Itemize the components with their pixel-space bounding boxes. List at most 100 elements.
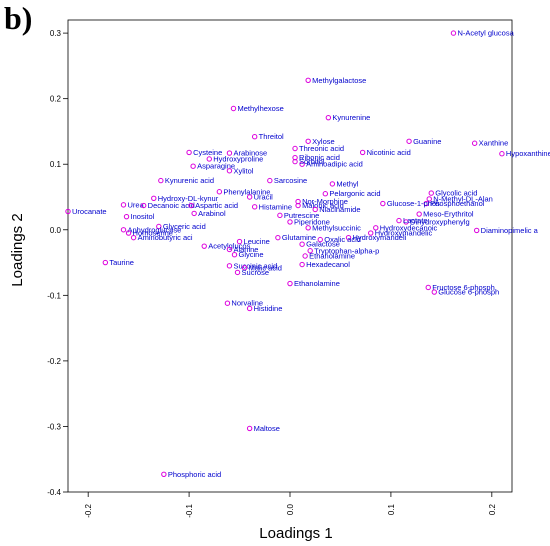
data-point	[246, 425, 253, 432]
data-point	[329, 181, 336, 187]
data-point	[151, 195, 157, 202]
data-point	[277, 212, 283, 219]
data-point	[325, 114, 332, 121]
data-point	[226, 150, 233, 156]
data-point	[305, 77, 311, 84]
point-label: Histidine	[254, 304, 283, 313]
data-point	[359, 149, 366, 156]
point-label: Diaminopimelic a	[481, 226, 539, 235]
data-point	[380, 200, 386, 207]
data-point	[156, 223, 162, 230]
point-label: Threitol	[259, 132, 284, 141]
point-label: Galactose	[306, 240, 340, 249]
point-label: Sarcosine	[274, 176, 307, 185]
point-label: Xylose	[312, 137, 335, 146]
data-point	[188, 202, 194, 209]
point-label: Histamine	[259, 202, 292, 211]
plot-frame	[67, 19, 513, 493]
point-label: Hydroxy-DL-kynur	[158, 194, 219, 203]
data-point	[312, 206, 318, 213]
point-label: Asparagine	[197, 162, 235, 171]
data-point	[368, 230, 374, 236]
data-point	[230, 105, 237, 112]
y-tick-label: 0.0	[50, 226, 62, 235]
data-point	[373, 225, 379, 231]
point-label: Oxalic acid	[324, 235, 361, 244]
data-point	[201, 243, 207, 249]
point-label: Aspartic acid	[195, 201, 238, 210]
x-tick-label: -0.2	[84, 503, 93, 517]
point-label: Fructose 6-phosph	[432, 283, 495, 292]
point-label: Norvaline	[231, 299, 263, 308]
data-point	[186, 149, 192, 156]
data-point	[234, 269, 241, 276]
data-point	[246, 194, 253, 200]
point-label: Putrescine	[284, 211, 319, 220]
point-label: Glucose-1-phos	[387, 199, 440, 208]
point-label: Kynurenine	[332, 113, 370, 122]
data-point	[345, 234, 352, 241]
y-tick-label: 0.2	[50, 95, 62, 104]
point-label: Malonic acid	[302, 201, 344, 210]
point-label: Phosphoric acid	[168, 470, 221, 479]
point-label: Cysteine	[193, 148, 222, 157]
data-point	[406, 138, 412, 144]
data-point	[226, 263, 233, 269]
point-label: Methylgalactose	[312, 76, 366, 85]
data-point	[425, 284, 431, 291]
data-point	[224, 300, 231, 306]
point-label: Arabinose	[233, 149, 267, 158]
y-tick-label: 0.3	[50, 29, 62, 38]
point-label: N-Acetyl glucosa	[457, 29, 514, 38]
point-label: Piperidone	[294, 217, 330, 226]
data-point	[216, 189, 223, 195]
point-label: Malic acid	[249, 263, 282, 272]
point-label: Methyl	[336, 179, 358, 188]
data-point	[396, 217, 402, 224]
data-point	[302, 253, 308, 259]
point-label: Hexadecanol	[306, 260, 350, 269]
y-tick-label: -0.2	[47, 357, 61, 366]
point-label: Glyceric acid	[163, 222, 206, 231]
data-point	[317, 236, 323, 243]
point-label: Sucrose	[242, 268, 270, 277]
point-label: Sorbitol	[299, 157, 325, 166]
x-tick-label: -0.1	[185, 503, 194, 517]
data-point	[287, 219, 293, 225]
point-label: Maltose	[254, 424, 280, 433]
data-point	[226, 246, 233, 253]
point-label: N-Methyl-DL-Alan	[433, 194, 493, 203]
point-label: Glutamine	[282, 233, 316, 242]
data-point	[251, 204, 258, 210]
point-label: Leucine	[244, 237, 270, 246]
point-label: Xanthine	[479, 139, 509, 148]
data-point	[226, 168, 233, 174]
point-label: Phenylalanine	[223, 187, 270, 196]
y-tick-label: -0.3	[47, 422, 61, 431]
data-point	[305, 138, 311, 144]
point-label: Acetylglucos	[208, 242, 250, 251]
point-label: Niacinamide	[319, 205, 360, 214]
point-label: Arabinol	[198, 209, 226, 218]
data-point	[102, 259, 109, 266]
point-label: Meso-Erythritol	[423, 210, 474, 219]
point-label: Glycolic acid	[435, 189, 477, 198]
point-label: Anhydroglucose	[128, 225, 182, 234]
data-point	[450, 30, 457, 36]
point-label: Homoserine	[133, 229, 173, 238]
data-point	[471, 140, 478, 146]
data-points: N-Acetyl glucosa Methylgalactose Kynurenin…	[65, 29, 550, 479]
data-point	[322, 191, 329, 197]
data-point	[299, 161, 305, 167]
point-label: Hypoxanthine	[506, 149, 550, 158]
point-label: Xylitol	[233, 166, 253, 175]
data-point	[403, 219, 409, 225]
point-label: Hydroxyproline	[213, 154, 263, 163]
data-point	[299, 241, 305, 247]
point-label: Alanine	[233, 245, 258, 254]
data-point	[431, 289, 437, 295]
data-point	[426, 196, 432, 202]
data-point	[307, 248, 313, 254]
data-point	[499, 151, 505, 157]
panel-label: b)	[4, 0, 33, 36]
